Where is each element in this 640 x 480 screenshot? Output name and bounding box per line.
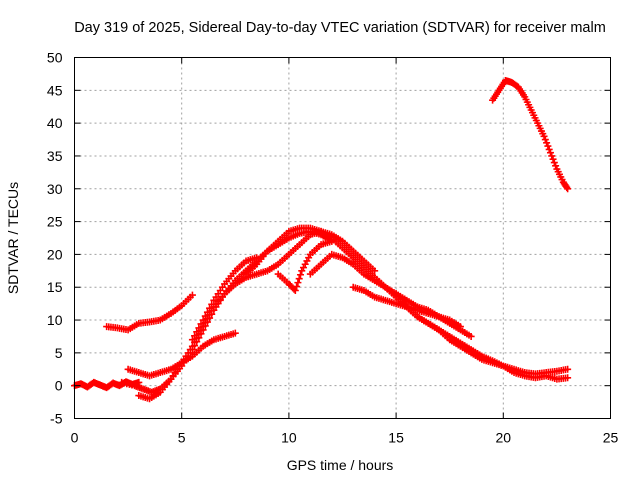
x-tick-label: 10 — [281, 430, 297, 446]
x-tick-label: 15 — [388, 430, 404, 446]
y-tick-label: 5 — [55, 345, 63, 361]
data-point — [135, 378, 143, 386]
data-point — [293, 283, 301, 291]
data-point — [208, 300, 216, 308]
y-tick-label: 50 — [47, 50, 63, 66]
data-point — [197, 320, 205, 328]
data-point — [548, 152, 556, 160]
data-point — [291, 287, 299, 295]
x-tick-label: 0 — [71, 430, 79, 446]
data-point — [199, 316, 207, 324]
series-track-8 — [274, 237, 336, 295]
x-tick-label: 5 — [178, 430, 186, 446]
data-point — [564, 185, 572, 193]
y-tick-label: 15 — [47, 279, 63, 295]
data-point — [201, 312, 209, 320]
x-axis-label: GPS time / hours — [287, 457, 394, 473]
data-point — [191, 332, 199, 340]
data-point — [552, 162, 560, 170]
axis-ticks — [74, 57, 611, 419]
data-point — [549, 155, 557, 163]
data-point — [564, 374, 572, 382]
y-tick-label: 35 — [47, 148, 63, 164]
tick-labels: 0 5 10 15 20 25 -5 0 5 10 15 20 25 30 35 40 45 50 — [47, 50, 619, 446]
data-point — [295, 275, 303, 283]
x-tick-label: 25 — [603, 430, 619, 446]
x-tick-label: 20 — [496, 430, 512, 446]
data-point — [206, 304, 214, 312]
plot-points — [71, 76, 572, 403]
series-track-5 — [124, 329, 239, 380]
series-track-6 — [188, 254, 261, 344]
data-point — [188, 291, 196, 299]
series-track-2 — [103, 291, 196, 334]
data-point — [253, 254, 261, 262]
grid-lines — [74, 57, 611, 419]
y-tick-label: 30 — [47, 181, 63, 197]
data-point — [540, 132, 548, 140]
data-point — [296, 271, 304, 279]
data-point — [563, 183, 571, 191]
y-axis-label: SDTVAR / TECUs — [5, 182, 21, 294]
data-point — [544, 142, 552, 150]
data-point — [203, 308, 211, 316]
data-point — [543, 139, 551, 147]
data-point — [545, 145, 553, 153]
chart-title: Day 319 of 2025, Sidereal Day-to-day VTE… — [74, 20, 606, 36]
y-tick-label: 45 — [47, 82, 63, 98]
data-point — [456, 323, 464, 331]
data-point — [195, 324, 203, 332]
data-point — [188, 336, 196, 344]
series-track-3 — [118, 227, 336, 396]
data-point — [564, 365, 572, 373]
plot-frame — [74, 57, 611, 419]
data-point — [467, 332, 475, 340]
data-point — [328, 237, 336, 245]
y-tick-label: 20 — [47, 246, 63, 262]
data-point — [546, 149, 554, 157]
data-point — [550, 159, 558, 167]
data-point — [294, 279, 302, 287]
data-point — [188, 342, 196, 350]
y-tick-label: 25 — [47, 214, 63, 230]
y-tick-label: 10 — [47, 312, 63, 328]
y-tick-label: 40 — [47, 115, 63, 131]
y-tick-label: -5 — [50, 411, 63, 427]
series-track-11 — [392, 290, 572, 378]
data-point — [541, 136, 549, 144]
data-point — [193, 328, 201, 336]
y-tick-label: 0 — [55, 378, 63, 394]
series-track-12 — [489, 76, 572, 193]
data-point — [371, 267, 379, 275]
data-point — [231, 329, 239, 337]
